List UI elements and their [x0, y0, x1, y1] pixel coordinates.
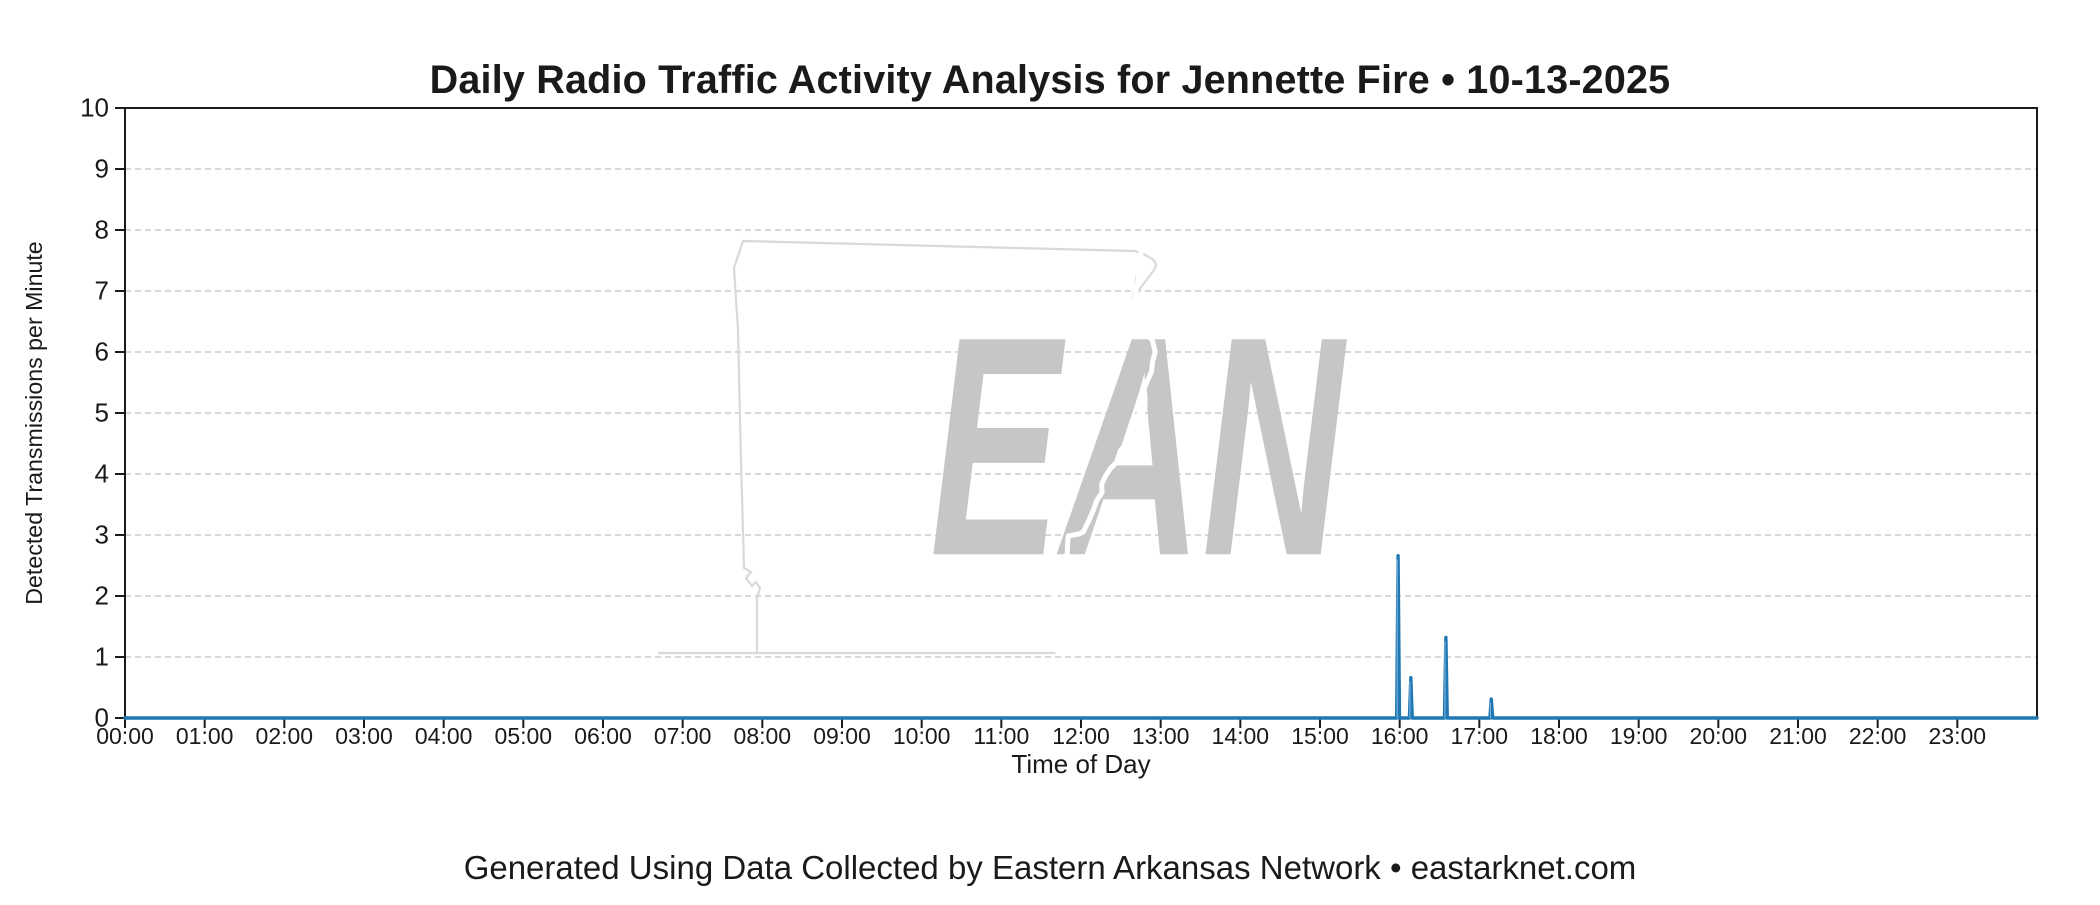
svg-text:Detected Transmissions per Min: Detected Transmissions per Minute	[21, 241, 47, 604]
svg-text:13:00: 13:00	[1132, 723, 1190, 749]
svg-text:18:00: 18:00	[1530, 723, 1588, 749]
svg-text:01:00: 01:00	[176, 723, 234, 749]
svg-text:23:00: 23:00	[1929, 723, 1987, 749]
svg-text:21:00: 21:00	[1769, 723, 1827, 749]
svg-text:6: 6	[95, 337, 109, 367]
svg-text:7: 7	[95, 276, 109, 306]
svg-text:2: 2	[95, 581, 109, 611]
svg-text:06:00: 06:00	[574, 723, 632, 749]
svg-text:03:00: 03:00	[335, 723, 393, 749]
svg-text:10:00: 10:00	[893, 723, 951, 749]
svg-text:5: 5	[95, 398, 109, 428]
svg-text:4: 4	[95, 459, 109, 489]
svg-text:20:00: 20:00	[1690, 723, 1748, 749]
svg-text:14:00: 14:00	[1212, 723, 1270, 749]
svg-text:08:00: 08:00	[734, 723, 792, 749]
svg-text:EAN: EAN	[930, 273, 1349, 622]
svg-text:Time of Day: Time of Day	[1011, 749, 1150, 779]
svg-text:17:00: 17:00	[1451, 723, 1509, 749]
svg-text:16:00: 16:00	[1371, 723, 1429, 749]
svg-text:11:00: 11:00	[973, 723, 1029, 749]
svg-text:9: 9	[95, 154, 109, 184]
svg-text:05:00: 05:00	[495, 723, 553, 749]
svg-text:07:00: 07:00	[654, 723, 712, 749]
svg-text:1: 1	[95, 642, 109, 672]
svg-text:15:00: 15:00	[1291, 723, 1349, 749]
svg-text:04:00: 04:00	[415, 723, 473, 749]
svg-text:8: 8	[95, 215, 109, 245]
svg-text:02:00: 02:00	[256, 723, 314, 749]
svg-text:12:00: 12:00	[1052, 723, 1110, 749]
svg-text:3: 3	[95, 520, 109, 550]
svg-text:19:00: 19:00	[1610, 723, 1668, 749]
svg-text:22:00: 22:00	[1849, 723, 1907, 749]
svg-text:09:00: 09:00	[813, 723, 871, 749]
svg-text:00:00: 00:00	[96, 723, 154, 749]
